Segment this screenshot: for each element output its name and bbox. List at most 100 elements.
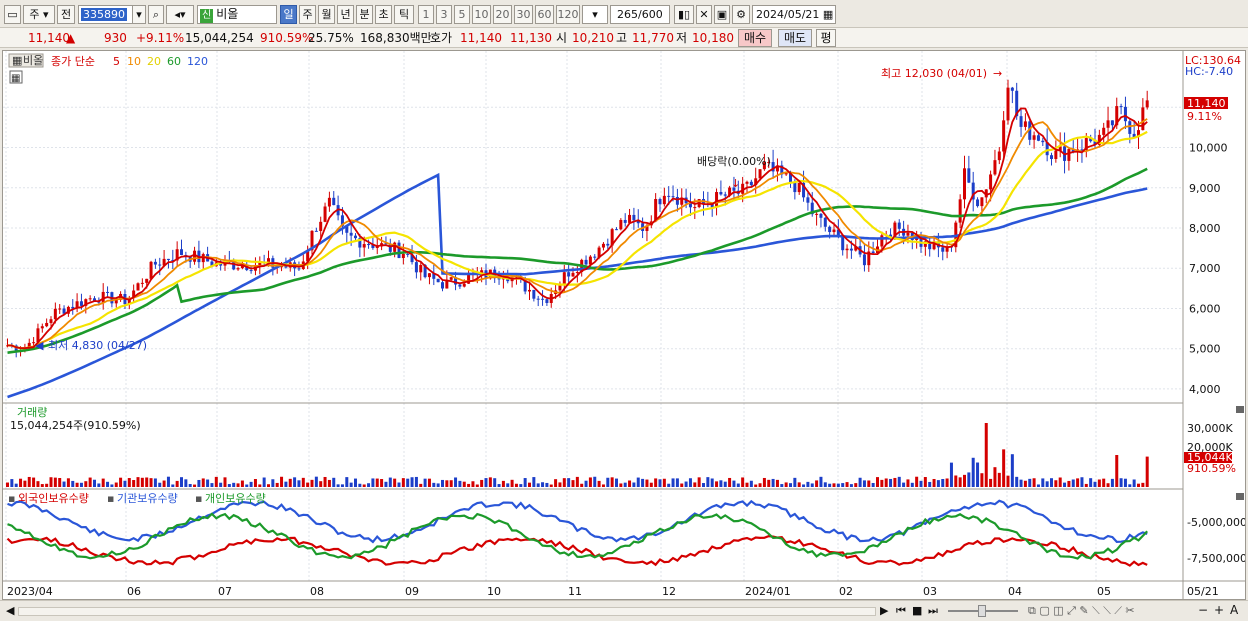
scroll-left-icon[interactable]: ◀ — [6, 604, 15, 617]
zoom-slider-handle[interactable] — [978, 605, 986, 617]
date-input[interactable]: 2024/05/21 ▦ — [752, 5, 836, 24]
candle-body — [815, 213, 819, 215]
candle-body — [523, 279, 527, 292]
volume-bar — [171, 484, 175, 487]
price-tick: 9,000 — [1189, 182, 1221, 195]
zoom-in-icon[interactable]: + — [1214, 603, 1225, 617]
volume-bar — [175, 480, 179, 487]
candle-body — [854, 246, 858, 251]
candle-body — [880, 235, 884, 247]
candle-body — [345, 225, 349, 233]
candle-body — [314, 230, 318, 232]
volume-bar — [997, 472, 1001, 487]
volume-bar — [284, 481, 288, 487]
volume-bar — [136, 477, 140, 487]
volume-bar — [40, 484, 44, 487]
tab-year[interactable]: 년 — [337, 5, 354, 24]
volume-bar — [949, 462, 953, 487]
window-icon[interactable]: ▭ — [4, 5, 21, 24]
calendar-icon[interactable]: ▦ — [822, 8, 834, 21]
volume-bar — [945, 478, 949, 487]
interval-input[interactable]: ▾ — [582, 5, 608, 24]
interval-5[interactable]: 5 — [454, 5, 470, 24]
interval-3[interactable]: 3 — [436, 5, 452, 24]
volume-bar — [140, 477, 144, 487]
sell-button[interactable]: 매도 — [778, 29, 812, 47]
code-dropdown-icon[interactable]: ▾ — [132, 5, 146, 24]
interval-30[interactable]: 30 — [514, 5, 533, 24]
candle-body — [1089, 138, 1093, 142]
stock-code-input[interactable]: 335890 — [78, 5, 146, 24]
save-icon[interactable]: ▣ — [714, 5, 730, 24]
horizontal-scrollbar[interactable] — [18, 607, 876, 616]
volume-bar — [336, 484, 340, 487]
search-icon[interactable]: ⌕ — [148, 5, 164, 24]
interval-10[interactable]: 10 — [472, 5, 491, 24]
candle-body — [758, 169, 762, 179]
candle-body — [545, 299, 549, 303]
tab-second[interactable]: 초 — [375, 5, 392, 24]
cross-icon[interactable]: ✕ — [696, 5, 712, 24]
candle-body — [593, 256, 597, 258]
candle-body — [567, 272, 571, 277]
tab-month[interactable]: 월 — [318, 5, 335, 24]
candle-type-icon[interactable]: ▮▯ — [674, 5, 694, 24]
tab-day[interactable]: 일 — [280, 5, 297, 24]
candle-body — [375, 246, 379, 249]
volume-bar — [754, 484, 758, 487]
candle-body — [645, 225, 649, 231]
dividend-arrow-icon: ↓ — [731, 177, 740, 190]
tab-minute[interactable]: 분 — [356, 5, 373, 24]
volume-bar — [493, 478, 497, 487]
speaker-icon[interactable]: ◂▾ — [166, 5, 194, 24]
stock-name-field[interactable]: 신 비올 — [197, 5, 277, 24]
volume-bar — [523, 478, 527, 487]
candle-body — [741, 183, 745, 194]
tool-icons[interactable]: ⧉ ▢ ◫ ⤢ ✎ ⟍ ⟍ ⟋ ✂ — [1028, 604, 1135, 617]
candle-body — [158, 264, 162, 266]
stop-icon[interactable]: ■ — [912, 604, 923, 617]
text-tool-icon[interactable]: A — [1230, 603, 1239, 617]
chart-area[interactable]: ▦ 비올 종가 단순 5 10 20 60 120 ▦ LC:130.64 HC… — [2, 50, 1247, 600]
volume-bar — [1032, 478, 1036, 487]
stock-chart[interactable]: ▦ 비올 종가 단순 5 10 20 60 120 ▦ LC:130.64 HC… — [3, 51, 1247, 599]
candle-body — [1028, 121, 1032, 140]
candle-body — [1102, 127, 1106, 135]
tab-week[interactable]: 주 — [299, 5, 316, 24]
volume-bar — [1110, 478, 1114, 487]
volume-last-pct: 910.59% — [1187, 462, 1236, 475]
candle-body — [541, 298, 545, 300]
candle-body — [79, 301, 83, 306]
interval-60[interactable]: 60 — [535, 5, 554, 24]
scroll-right-icon[interactable]: ▶ — [880, 604, 889, 617]
volume-bar — [780, 484, 784, 487]
candle-body — [762, 162, 766, 170]
interval-1[interactable]: 1 — [418, 5, 434, 24]
volume-bar — [88, 477, 92, 487]
volume-bar — [397, 482, 401, 487]
volume-bar — [915, 476, 919, 487]
volume-bar — [1076, 478, 1080, 487]
rewind-icon[interactable]: ⏮ — [896, 604, 906, 617]
volume-bar — [297, 480, 301, 487]
interval-120[interactable]: 120 — [556, 5, 580, 24]
buy-button[interactable]: 매수 — [738, 29, 772, 47]
trade-amount: 168,830백만 — [360, 31, 432, 45]
prefix-button[interactable]: 전 — [57, 5, 75, 24]
gear-icon[interactable]: ⚙ — [732, 5, 750, 24]
count-input[interactable]: 265/600 — [610, 5, 670, 24]
volume-bar — [528, 482, 531, 487]
candle-body — [671, 196, 675, 198]
period-select[interactable]: 주 ▾ — [23, 5, 55, 24]
interval-20[interactable]: 20 — [493, 5, 512, 24]
tab-tick[interactable]: 틱 — [394, 5, 414, 24]
volume-bar — [928, 481, 932, 487]
zoom-out-icon[interactable]: − — [1198, 603, 1209, 617]
fast-forward-icon[interactable]: ⏭ — [928, 604, 938, 617]
volume-bars — [6, 423, 1149, 487]
candle-body — [754, 178, 758, 186]
candle-body — [619, 219, 623, 230]
x-label: 04 — [1008, 585, 1022, 598]
average-button[interactable]: 평 — [816, 29, 836, 47]
candle-body — [32, 342, 36, 344]
